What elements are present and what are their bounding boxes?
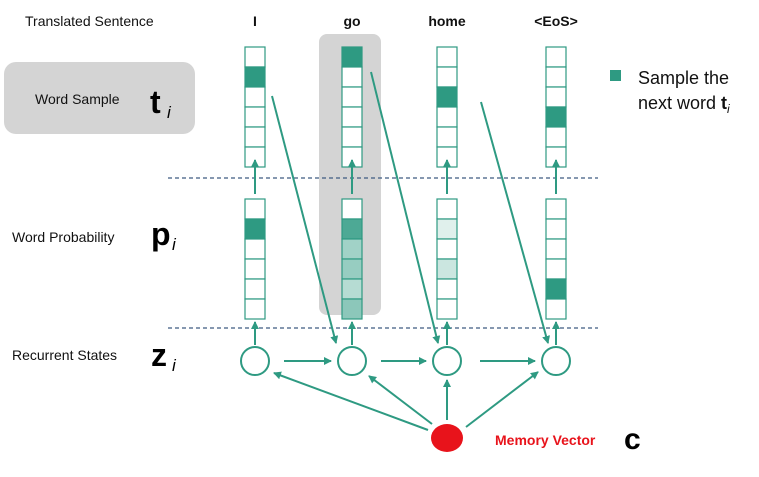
symbol-p-subscript: i xyxy=(172,235,177,254)
probability-cell-4-5 xyxy=(545,278,567,300)
symbol-p: p xyxy=(151,216,171,252)
legend-line-2-text: next word xyxy=(638,93,721,113)
probability-cell-3-1 xyxy=(436,198,458,220)
sample-cell-4-5 xyxy=(545,126,567,148)
recurrent-state-node-2 xyxy=(337,346,367,376)
probability-cell-1-5 xyxy=(244,278,266,300)
symbol-t-subscript: i xyxy=(167,103,172,122)
word-header-3: home xyxy=(428,13,466,29)
sample-cell-1-2 xyxy=(244,66,266,88)
sample-cell-4-4 xyxy=(545,106,567,128)
probability-cell-1-4 xyxy=(244,258,266,280)
probability-cell-3-3 xyxy=(436,238,458,260)
probability-cell-4-3 xyxy=(545,238,567,260)
word-header-4: <EoS> xyxy=(534,13,578,29)
sample-cell-3-3 xyxy=(436,86,458,108)
arrow-feedback-2-3 xyxy=(370,71,441,344)
symbol-t: t xyxy=(150,84,161,120)
probability-cell-2-3 xyxy=(341,238,363,260)
probability-cell-3-5 xyxy=(436,278,458,300)
arrows xyxy=(251,71,560,431)
probability-cell-2-5 xyxy=(341,278,363,300)
vector-columns xyxy=(244,46,567,320)
probability-cell-1-3 xyxy=(244,238,266,260)
legend-line-1: Sample the xyxy=(638,68,729,88)
word-sample-label: Word Sample xyxy=(35,91,120,107)
legend-symbol-t: t xyxy=(721,93,727,113)
arrow-feedback-1-2 xyxy=(271,95,339,344)
go-column-highlight-box xyxy=(319,34,381,315)
probability-cell-4-2 xyxy=(545,218,567,240)
translated-sentence-label: Translated Sentence xyxy=(25,13,154,29)
probability-cell-3-6 xyxy=(436,298,458,320)
arrow-memory-to-state-2 xyxy=(368,375,433,425)
probability-cell-2-1 xyxy=(341,198,363,220)
sample-cell-2-5 xyxy=(341,126,363,148)
legend-line-2: next word ti xyxy=(638,93,730,116)
probability-cell-1-6 xyxy=(244,298,266,320)
sample-cell-4-1 xyxy=(545,46,567,68)
probability-cell-2-4 xyxy=(341,258,363,280)
sample-cell-2-4 xyxy=(341,106,363,128)
symbol-z-subscript: i xyxy=(172,356,177,375)
arrow-feedback-3-4 xyxy=(480,101,550,344)
recurrent-state-node-4 xyxy=(541,346,571,376)
probability-cell-4-6 xyxy=(545,298,567,320)
legend-swatch xyxy=(610,70,621,81)
sample-cell-1-1 xyxy=(244,46,266,68)
memory-vector-node xyxy=(431,424,463,452)
probability-cell-2-6 xyxy=(341,298,363,320)
sample-cell-3-5 xyxy=(436,126,458,148)
legend-symbol-sub: i xyxy=(727,102,730,116)
probability-cell-3-4 xyxy=(436,258,458,280)
word-sample-highlight-box xyxy=(4,62,195,134)
recurrent-state-node-3 xyxy=(432,346,462,376)
probability-cell-3-2 xyxy=(436,218,458,240)
arrow-memory-to-state-1 xyxy=(273,371,429,431)
sample-cell-2-1 xyxy=(341,46,363,68)
sample-cell-1-5 xyxy=(244,126,266,148)
probability-cell-4-4 xyxy=(545,258,567,280)
symbol-z: z xyxy=(151,337,167,373)
recurrent-state-node-1 xyxy=(240,346,270,376)
probability-cell-1-1 xyxy=(244,198,266,220)
arrow-memory-to-state-4 xyxy=(465,371,539,428)
word-header-2: go xyxy=(343,13,360,29)
word-probability-label: Word Probability xyxy=(12,229,114,245)
word-header-1: I xyxy=(253,13,257,29)
sample-cell-1-3 xyxy=(244,86,266,108)
sample-cell-3-1 xyxy=(436,46,458,68)
sample-cell-2-2 xyxy=(341,66,363,88)
probability-cell-4-1 xyxy=(545,198,567,220)
symbol-c: c xyxy=(624,423,641,456)
sample-cell-3-4 xyxy=(436,106,458,128)
recurrent-states-label: Recurrent States xyxy=(12,347,117,363)
sample-cell-3-2 xyxy=(436,66,458,88)
sample-cell-2-3 xyxy=(341,86,363,108)
sample-cell-4-2 xyxy=(545,66,567,88)
probability-cell-1-2 xyxy=(244,218,266,240)
sample-cell-4-3 xyxy=(545,86,567,108)
sample-cell-1-4 xyxy=(244,106,266,128)
memory-vector-label: Memory Vector xyxy=(495,432,596,448)
probability-cell-2-2 xyxy=(341,218,363,240)
